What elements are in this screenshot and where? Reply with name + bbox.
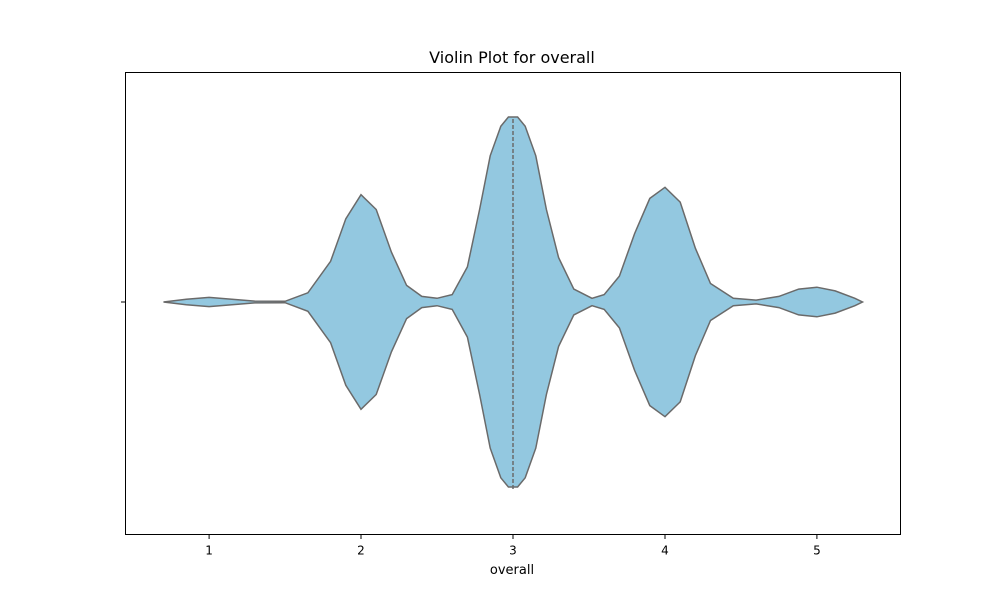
x-tick-label: 1 (205, 544, 213, 558)
chart-title: Violin Plot for overall (429, 48, 595, 67)
x-tick-label: 2 (357, 544, 365, 558)
x-tick-label: 4 (661, 544, 669, 558)
x-tick-label: 5 (813, 544, 821, 558)
x-axis: 1 2 3 4 5 (205, 534, 821, 558)
x-axis-label: overall (490, 563, 534, 578)
x-tick-label: 3 (509, 544, 517, 558)
